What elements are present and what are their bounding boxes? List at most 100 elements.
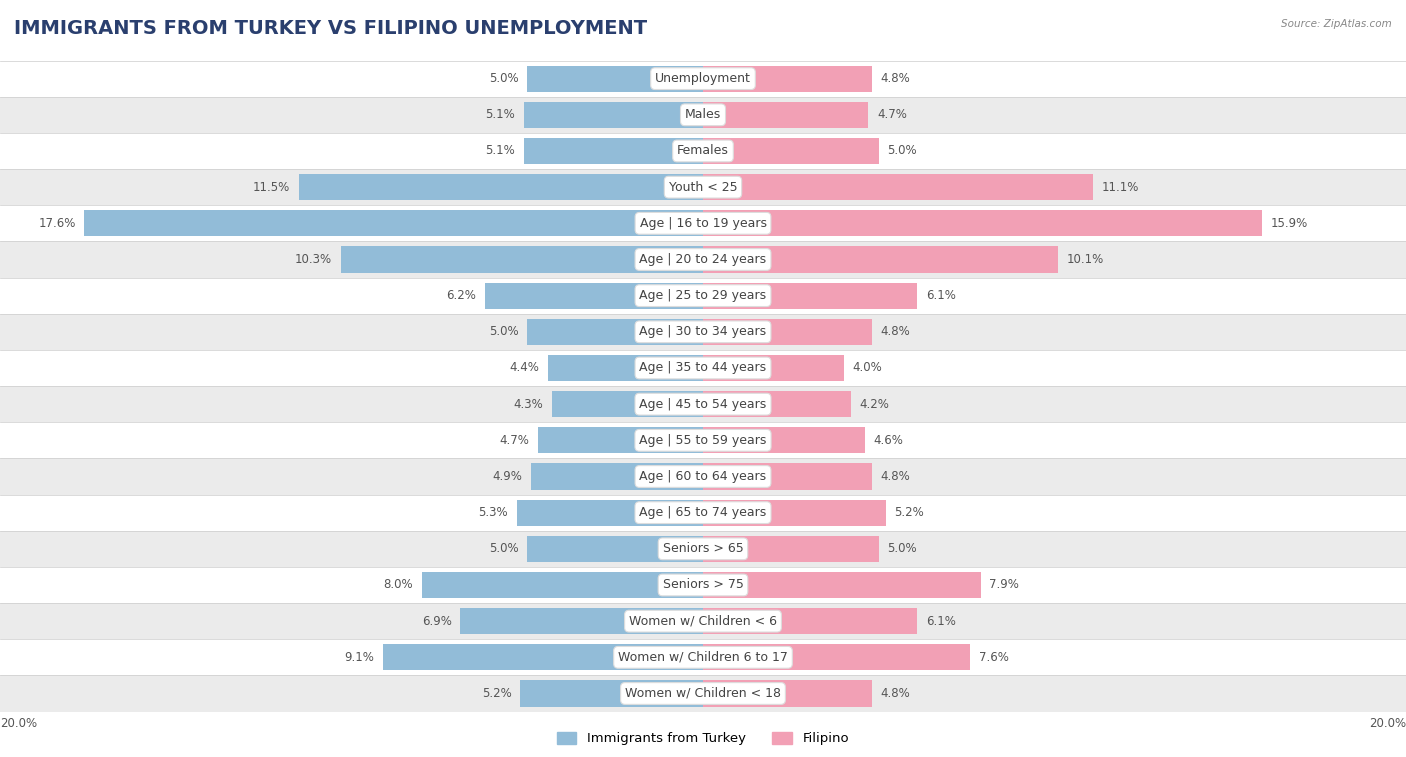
Bar bbox=[703, 355, 844, 381]
Bar bbox=[703, 66, 872, 92]
Bar bbox=[0, 278, 1406, 313]
Text: 4.6%: 4.6% bbox=[873, 434, 903, 447]
Text: Seniors > 75: Seniors > 75 bbox=[662, 578, 744, 591]
Text: 8.0%: 8.0% bbox=[384, 578, 413, 591]
Text: 20.0%: 20.0% bbox=[0, 717, 37, 730]
Bar bbox=[84, 210, 703, 236]
Bar bbox=[524, 138, 703, 164]
Bar bbox=[703, 644, 970, 671]
Bar bbox=[0, 531, 1406, 567]
Text: 5.0%: 5.0% bbox=[489, 72, 519, 85]
Text: 11.1%: 11.1% bbox=[1102, 181, 1139, 194]
Text: 5.3%: 5.3% bbox=[478, 506, 508, 519]
Bar bbox=[703, 138, 879, 164]
Text: 4.8%: 4.8% bbox=[880, 326, 910, 338]
Bar bbox=[0, 61, 1406, 97]
Text: Women w/ Children 6 to 17: Women w/ Children 6 to 17 bbox=[619, 651, 787, 664]
Bar bbox=[340, 247, 703, 273]
Text: 17.6%: 17.6% bbox=[38, 217, 76, 230]
Text: 5.1%: 5.1% bbox=[485, 108, 515, 121]
Bar bbox=[524, 101, 703, 128]
Text: 7.9%: 7.9% bbox=[990, 578, 1019, 591]
Bar bbox=[0, 350, 1406, 386]
Bar bbox=[703, 681, 872, 706]
Text: 7.6%: 7.6% bbox=[979, 651, 1008, 664]
Bar bbox=[703, 536, 879, 562]
Bar bbox=[0, 459, 1406, 494]
Text: Youth < 25: Youth < 25 bbox=[669, 181, 737, 194]
Bar bbox=[0, 639, 1406, 675]
Text: Age | 45 to 54 years: Age | 45 to 54 years bbox=[640, 397, 766, 410]
Bar bbox=[0, 241, 1406, 278]
Bar bbox=[422, 572, 703, 598]
Text: 5.2%: 5.2% bbox=[894, 506, 924, 519]
Text: 4.9%: 4.9% bbox=[492, 470, 522, 483]
Text: 4.7%: 4.7% bbox=[499, 434, 529, 447]
Bar bbox=[520, 681, 703, 706]
Text: 20.0%: 20.0% bbox=[1369, 717, 1406, 730]
Text: 4.8%: 4.8% bbox=[880, 470, 910, 483]
Text: Women w/ Children < 6: Women w/ Children < 6 bbox=[628, 615, 778, 628]
Bar bbox=[703, 500, 886, 525]
Bar bbox=[703, 608, 917, 634]
Text: IMMIGRANTS FROM TURKEY VS FILIPINO UNEMPLOYMENT: IMMIGRANTS FROM TURKEY VS FILIPINO UNEMP… bbox=[14, 19, 647, 38]
Text: Age | 55 to 59 years: Age | 55 to 59 years bbox=[640, 434, 766, 447]
Bar bbox=[703, 427, 865, 453]
Bar bbox=[703, 572, 981, 598]
Bar bbox=[0, 205, 1406, 241]
Bar bbox=[527, 66, 703, 92]
Bar bbox=[527, 319, 703, 345]
Bar bbox=[299, 174, 703, 200]
Text: 4.0%: 4.0% bbox=[852, 362, 882, 375]
Bar bbox=[703, 101, 869, 128]
Text: 5.0%: 5.0% bbox=[887, 542, 917, 556]
Bar bbox=[703, 247, 1057, 273]
Text: 15.9%: 15.9% bbox=[1271, 217, 1308, 230]
Text: 6.9%: 6.9% bbox=[422, 615, 451, 628]
Bar bbox=[485, 282, 703, 309]
Bar bbox=[0, 603, 1406, 639]
Bar bbox=[461, 608, 703, 634]
Text: 10.3%: 10.3% bbox=[295, 253, 332, 266]
Bar bbox=[548, 355, 703, 381]
Bar bbox=[517, 500, 703, 525]
Text: 9.1%: 9.1% bbox=[344, 651, 374, 664]
Text: 4.7%: 4.7% bbox=[877, 108, 907, 121]
Text: 11.5%: 11.5% bbox=[253, 181, 290, 194]
Text: Women w/ Children < 18: Women w/ Children < 18 bbox=[626, 687, 780, 700]
Bar bbox=[703, 463, 872, 490]
Bar bbox=[531, 463, 703, 490]
Bar bbox=[0, 133, 1406, 169]
Text: Age | 60 to 64 years: Age | 60 to 64 years bbox=[640, 470, 766, 483]
Text: Age | 16 to 19 years: Age | 16 to 19 years bbox=[640, 217, 766, 230]
Bar bbox=[0, 386, 1406, 422]
Bar bbox=[0, 675, 1406, 712]
Bar bbox=[551, 391, 703, 417]
Text: Age | 30 to 34 years: Age | 30 to 34 years bbox=[640, 326, 766, 338]
Bar bbox=[382, 644, 703, 671]
Text: Age | 20 to 24 years: Age | 20 to 24 years bbox=[640, 253, 766, 266]
Bar bbox=[703, 391, 851, 417]
Text: Seniors > 65: Seniors > 65 bbox=[662, 542, 744, 556]
Bar bbox=[0, 169, 1406, 205]
Text: 5.1%: 5.1% bbox=[485, 145, 515, 157]
Text: Age | 65 to 74 years: Age | 65 to 74 years bbox=[640, 506, 766, 519]
Bar bbox=[703, 282, 917, 309]
Text: Females: Females bbox=[678, 145, 728, 157]
Text: 4.4%: 4.4% bbox=[510, 362, 540, 375]
Text: Unemployment: Unemployment bbox=[655, 72, 751, 85]
Text: Source: ZipAtlas.com: Source: ZipAtlas.com bbox=[1281, 19, 1392, 29]
Bar bbox=[0, 97, 1406, 133]
Text: 10.1%: 10.1% bbox=[1067, 253, 1104, 266]
Bar bbox=[703, 210, 1263, 236]
Text: Age | 25 to 29 years: Age | 25 to 29 years bbox=[640, 289, 766, 302]
Text: 4.8%: 4.8% bbox=[880, 687, 910, 700]
Bar bbox=[0, 494, 1406, 531]
Text: 4.2%: 4.2% bbox=[859, 397, 889, 410]
Text: 5.0%: 5.0% bbox=[489, 326, 519, 338]
Text: Males: Males bbox=[685, 108, 721, 121]
Bar bbox=[703, 319, 872, 345]
Text: 6.1%: 6.1% bbox=[927, 289, 956, 302]
Bar bbox=[0, 313, 1406, 350]
Text: 6.2%: 6.2% bbox=[447, 289, 477, 302]
